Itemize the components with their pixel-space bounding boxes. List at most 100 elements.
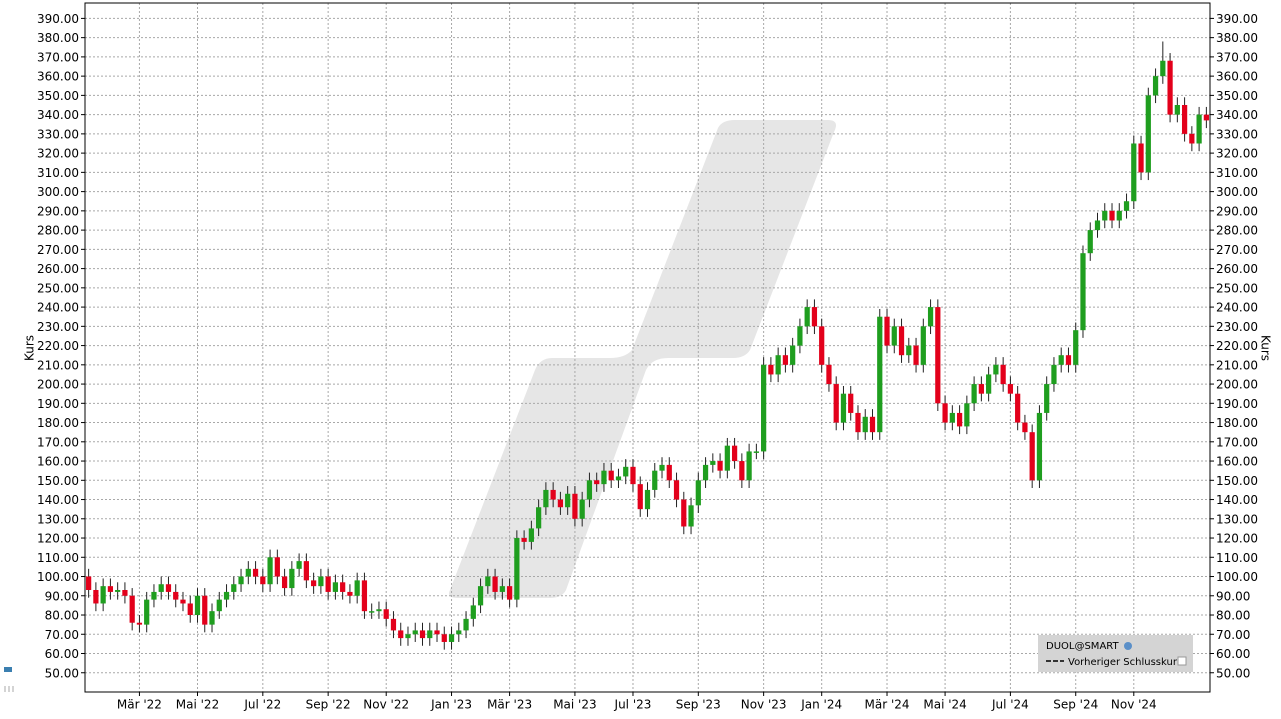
y-tick-label: 150.00 <box>37 474 79 488</box>
candle-body <box>369 611 375 613</box>
candle-body <box>775 355 781 375</box>
candle-body <box>1022 422 1028 433</box>
candle-body <box>129 595 135 623</box>
candle-body <box>659 464 665 471</box>
candle-body <box>289 568 295 589</box>
candle-body <box>862 416 868 433</box>
y2-tick-label: 130.00 <box>1216 512 1258 526</box>
y-tick-label: 370.00 <box>37 50 79 64</box>
y-tick-label: 290.00 <box>37 204 79 218</box>
candle-body <box>753 451 759 453</box>
x-tick-label: Mär '23 <box>487 698 532 712</box>
candle-body <box>1181 105 1188 134</box>
y-tick-label: 110.00 <box>37 551 79 565</box>
candle-body <box>630 466 636 485</box>
y2-tick-label: 280.00 <box>1216 224 1258 238</box>
candle-body <box>993 364 999 375</box>
y-tick-label: 140.00 <box>37 493 79 507</box>
watermark-shape <box>449 120 836 598</box>
candle-body <box>695 480 701 506</box>
candle-body <box>717 461 723 471</box>
candle-body <box>1080 253 1086 331</box>
candle-body <box>935 307 941 404</box>
y2-tick-label: 310.00 <box>1216 166 1258 180</box>
x-tick-label: Mai '24 <box>923 698 966 712</box>
candle-body <box>550 489 556 500</box>
candle-body <box>666 464 672 481</box>
x-tick-label: Jul '22 <box>243 698 281 712</box>
candle-body <box>898 326 905 356</box>
candle-body <box>136 622 143 625</box>
candle-body <box>1073 330 1079 365</box>
candle-body <box>173 591 179 600</box>
plot-frame <box>84 2 1211 693</box>
candle-body <box>543 489 549 508</box>
corner-icon <box>4 667 14 692</box>
candle-body <box>216 599 222 612</box>
candle-body <box>1051 364 1057 385</box>
candle-body <box>761 364 767 452</box>
candle-body <box>920 326 926 365</box>
candle-body <box>441 634 447 642</box>
candle-body <box>826 364 832 385</box>
x-tick-label: Nov '22 <box>363 698 409 712</box>
candle-body <box>840 393 847 423</box>
y2-axis-label: Kurs <box>1259 335 1273 361</box>
y2-tick-label: 350.00 <box>1216 89 1258 103</box>
candle-body <box>470 605 476 619</box>
y2-tick-label: 390.00 <box>1216 12 1258 26</box>
y-tick-label: 60.00 <box>45 647 79 661</box>
y2-tick-label: 360.00 <box>1216 70 1258 84</box>
y-tick-label: 360.00 <box>37 70 79 84</box>
y2-tick-label: 320.00 <box>1216 147 1258 161</box>
candle-body <box>1116 210 1122 221</box>
candle-body <box>1058 355 1064 365</box>
candle-body <box>978 384 984 394</box>
x-tick-label: Jan '24 <box>800 698 842 712</box>
candle-body <box>1102 210 1108 221</box>
candle-body <box>731 445 738 462</box>
y-tick-label: 180.00 <box>37 416 79 430</box>
candle-body <box>586 480 593 500</box>
candle-body <box>557 499 564 508</box>
x-tick-label: Sep '23 <box>676 698 721 712</box>
candle-body <box>884 316 890 346</box>
y2-tick-label: 160.00 <box>1216 455 1258 469</box>
corner-icon-shape <box>4 667 12 672</box>
y2-tick-label: 100.00 <box>1216 570 1258 584</box>
candle-body <box>107 586 114 592</box>
candle-body <box>1131 143 1137 202</box>
legend: DUOL@SMART Vorheriger Schlusskurs <box>1038 635 1193 672</box>
candle-body <box>100 586 106 604</box>
y-axis-label: Kurs <box>23 335 37 361</box>
candle-body <box>1196 114 1202 144</box>
y2-tick-label: 180.00 <box>1216 416 1258 430</box>
candle-body <box>252 568 259 577</box>
legend-checkbox[interactable] <box>1177 656 1187 666</box>
y2-tick-label: 140.00 <box>1216 493 1258 507</box>
candle-body <box>848 393 854 413</box>
candle-body <box>1189 133 1195 144</box>
candle-body <box>448 634 455 642</box>
candle-body <box>311 580 317 587</box>
candle-body <box>644 489 651 510</box>
candle-body <box>797 326 803 346</box>
candle-body <box>811 307 818 327</box>
candle-body <box>528 528 534 542</box>
y-tick-label: 100.00 <box>37 570 79 584</box>
candle-body <box>122 589 128 596</box>
candle-body <box>456 630 462 635</box>
candle-body <box>427 630 433 639</box>
y2-tick-label: 60.00 <box>1216 647 1250 661</box>
y2-tick-label: 250.00 <box>1216 281 1258 295</box>
candle-body <box>681 499 687 527</box>
y2-tick-label: 220.00 <box>1216 339 1258 353</box>
candle-body <box>115 589 121 592</box>
candle-body <box>1138 143 1144 173</box>
candle-body <box>1167 60 1173 115</box>
candle-body <box>223 591 230 600</box>
y2-tick-label: 150.00 <box>1216 474 1258 488</box>
y2-tick-label: 210.00 <box>1216 358 1258 372</box>
y2-tick-label: 170.00 <box>1216 435 1258 449</box>
candle-body <box>376 609 382 612</box>
